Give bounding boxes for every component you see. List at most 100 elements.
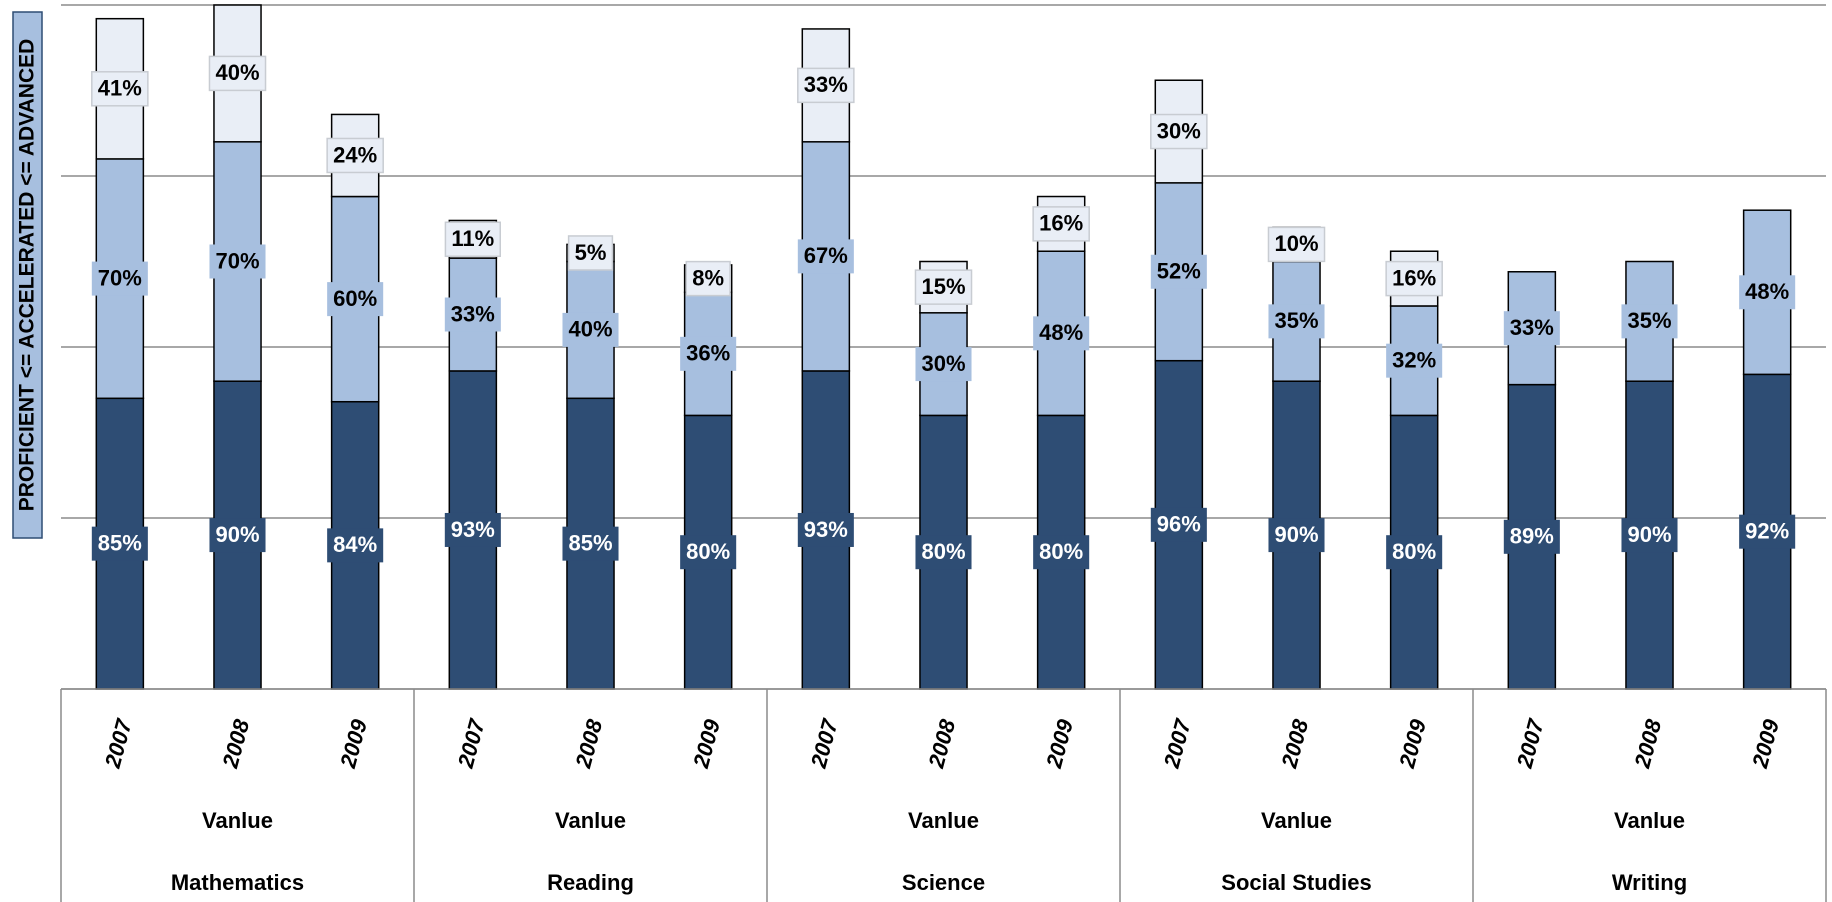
- data-label-group: 35%: [1268, 304, 1325, 339]
- group-subject-label: Reading: [547, 870, 634, 895]
- data-label-group: 41%: [91, 71, 149, 107]
- data-label-box: [567, 235, 614, 271]
- data-label-box: [680, 535, 737, 570]
- data-label-box: [209, 244, 266, 279]
- data-label: 90%: [215, 522, 259, 547]
- data-label: 35%: [1274, 308, 1318, 333]
- group-school-label: Vanlue: [908, 808, 979, 833]
- x-tick-label: 2007: [1159, 715, 1197, 771]
- data-label-group: 16%: [1032, 206, 1090, 242]
- data-label-group: 80%: [1033, 535, 1090, 570]
- group-school-label: Vanlue: [1261, 808, 1332, 833]
- group-school-label: Vanlue: [1614, 808, 1685, 833]
- data-label-group: 92%: [1739, 514, 1796, 549]
- data-label-box: [1150, 507, 1207, 542]
- data-label-box: [914, 269, 973, 305]
- data-label: 35%: [1627, 308, 1671, 333]
- data-label-box: [208, 55, 267, 92]
- y-label-box: [12, 11, 43, 539]
- x-tick-label: 2009: [1041, 716, 1078, 771]
- data-label-group: 93%: [797, 512, 854, 547]
- data-label: 93%: [804, 517, 848, 542]
- data-label: 33%: [804, 72, 848, 97]
- data-label: 5%: [575, 240, 607, 265]
- data-label-group: 33%: [1503, 311, 1560, 346]
- data-label: 93%: [451, 517, 495, 542]
- data-label-box: [797, 67, 855, 104]
- data-label: 60%: [333, 286, 377, 311]
- x-tick-label: 2008: [923, 716, 960, 771]
- data-label-group: 93%: [444, 512, 501, 547]
- data-label-box: [327, 528, 384, 563]
- data-label: 52%: [1157, 259, 1201, 284]
- data-label-box: [1386, 343, 1443, 378]
- data-label-box: [685, 260, 731, 297]
- data-label-box: [1503, 311, 1560, 346]
- data-label: 40%: [215, 60, 259, 85]
- data-label: 10%: [1274, 231, 1318, 256]
- data-label-group: 10%: [1267, 226, 1326, 263]
- data-label-group: 48%: [1739, 275, 1796, 310]
- data-label-group: 96%: [1150, 507, 1207, 542]
- data-label: 70%: [98, 265, 142, 290]
- data-label-group: 70%: [209, 244, 266, 279]
- data-label-group: 30%: [1150, 113, 1208, 150]
- data-label-group: 80%: [915, 535, 972, 570]
- data-label-box: [1386, 535, 1443, 570]
- data-label-group: 90%: [209, 518, 266, 553]
- data-label: 67%: [804, 243, 848, 268]
- x-tick-label: 2009: [1394, 716, 1431, 771]
- data-label: 33%: [451, 301, 495, 326]
- x-tick-label: 2008: [217, 716, 254, 771]
- x-tick-label: 2009: [335, 716, 372, 771]
- data-label: 96%: [1157, 512, 1201, 537]
- data-label-box: [1150, 113, 1208, 150]
- data-label-box: [797, 239, 854, 274]
- data-label-box: [1621, 304, 1678, 339]
- data-label-group: 48%: [1033, 316, 1090, 351]
- group-subject-label: Science: [902, 870, 985, 895]
- data-label: 80%: [686, 539, 730, 564]
- data-label-box: [1032, 206, 1090, 242]
- data-label: 41%: [98, 76, 142, 101]
- data-label-box: [209, 518, 266, 553]
- data-label-group: 60%: [327, 282, 384, 317]
- data-label-group: 80%: [1386, 535, 1443, 570]
- x-tick-label: 2008: [1276, 716, 1313, 771]
- data-label-box: [444, 512, 501, 547]
- data-label-box: [1267, 226, 1326, 263]
- data-label-box: [1033, 316, 1090, 351]
- data-label: 30%: [921, 351, 965, 376]
- data-label-group: 89%: [1503, 519, 1560, 554]
- data-label: 92%: [1745, 518, 1789, 543]
- data-label: 24%: [333, 142, 377, 167]
- data-label-box: [444, 297, 501, 332]
- data-label-box: [915, 347, 972, 382]
- data-label-group: 8%: [685, 260, 731, 297]
- data-label-group: 30%: [915, 347, 972, 382]
- data-label-box: [326, 137, 384, 174]
- group-subject-label: Mathematics: [171, 870, 304, 895]
- data-label: 85%: [98, 530, 142, 555]
- data-label-box: [91, 526, 148, 561]
- data-label: 30%: [1157, 118, 1201, 143]
- data-label-box: [1739, 514, 1796, 549]
- data-label-box: [91, 71, 149, 107]
- x-tick-label: 2007: [1512, 715, 1550, 771]
- data-label: 40%: [568, 317, 612, 342]
- x-tick-label: 2007: [100, 715, 138, 771]
- data-label-box: [91, 261, 148, 296]
- data-label-box: [915, 535, 972, 570]
- x-tick-label: 2009: [1747, 716, 1784, 771]
- data-label: 48%: [1039, 320, 1083, 345]
- data-label: 80%: [1039, 539, 1083, 564]
- x-tick-label: 2008: [1629, 716, 1666, 771]
- data-label-box: [1621, 518, 1678, 553]
- data-label: 90%: [1274, 522, 1318, 547]
- data-label-group: 90%: [1621, 518, 1678, 553]
- data-label-group: 85%: [91, 526, 148, 561]
- data-label-group: 33%: [797, 67, 855, 104]
- data-label: 16%: [1392, 265, 1436, 290]
- data-label-box: [680, 336, 737, 371]
